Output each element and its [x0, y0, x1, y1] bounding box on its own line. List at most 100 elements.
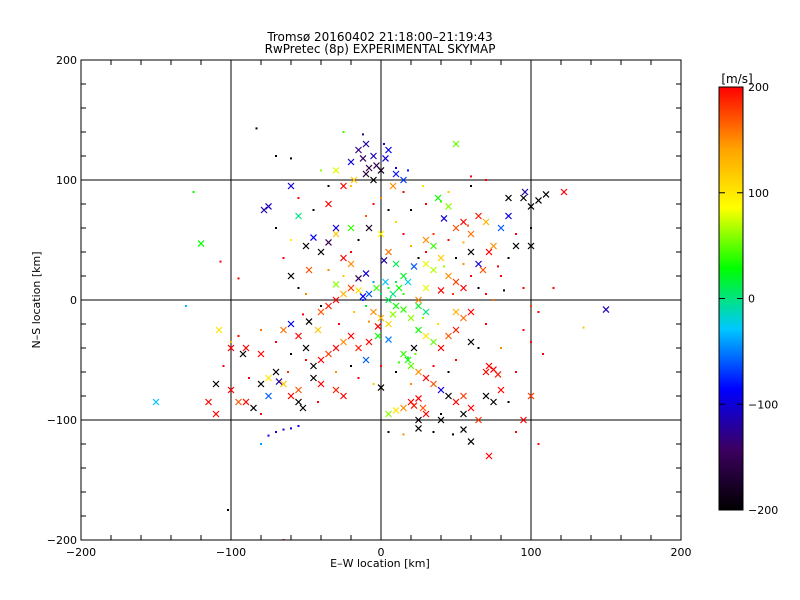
data-point-cross — [475, 416, 482, 424]
data-point-cross — [197, 240, 205, 248]
data-point-dot — [275, 341, 277, 343]
data-point-cross — [227, 344, 235, 352]
data-point-cross — [215, 326, 223, 334]
data-point-dot — [530, 341, 532, 343]
data-point-cross — [422, 410, 430, 418]
data-point-cross — [347, 260, 355, 268]
data-point-dot — [440, 200, 442, 203]
data-point-dot — [452, 433, 454, 436]
data-point-dot — [248, 377, 250, 379]
data-point-cross — [460, 426, 467, 434]
data-point-dot — [227, 509, 229, 511]
data-point-cross — [422, 236, 430, 244]
data-point-cross — [362, 140, 370, 148]
data-point-cross — [239, 350, 247, 358]
data-point-cross — [430, 242, 437, 250]
data-point-dot — [305, 293, 307, 295]
data-point-cross — [212, 380, 220, 388]
data-point-dot — [503, 289, 505, 292]
colorbar-unit-label: [m/s] — [721, 72, 752, 86]
data-point-cross — [347, 284, 355, 292]
data-point-cross — [374, 332, 382, 340]
data-point-dot — [380, 365, 382, 367]
data-point-dot — [425, 203, 427, 205]
data-point-cross — [452, 398, 460, 406]
data-point-dot — [515, 371, 517, 373]
data-point-dot — [440, 413, 442, 415]
data-point-dot — [350, 185, 352, 187]
data-point-cross — [355, 286, 362, 294]
data-point-dot — [582, 326, 585, 329]
data-point-dot — [432, 233, 435, 235]
data-point-dot — [507, 257, 510, 259]
data-point-dot — [432, 431, 435, 433]
data-point-cross — [415, 368, 422, 376]
data-point-dot — [522, 329, 525, 331]
data-point-cross — [485, 362, 493, 370]
data-point-cross — [452, 224, 460, 232]
data-point-cross — [242, 344, 250, 352]
data-point-cross — [373, 284, 380, 292]
chart-title: Tromsø 20160402 21:18:00–21:19:43 — [266, 30, 492, 44]
data-point-dot — [552, 287, 555, 289]
data-point-cross — [400, 306, 407, 314]
data-point-cross — [362, 356, 370, 364]
data-point-cross — [437, 286, 445, 294]
data-point-dot — [342, 131, 345, 133]
data-point-dot — [372, 281, 375, 283]
data-point-cross — [287, 182, 295, 190]
data-point-cross — [287, 272, 295, 280]
data-point-dot — [327, 269, 330, 271]
data-point-cross — [542, 190, 550, 198]
data-point-cross — [467, 230, 475, 238]
axis-ticks — [80, 59, 682, 541]
data-point-dot — [437, 323, 439, 325]
colorbar-tick-label: 200 — [748, 81, 769, 94]
data-point-cross — [415, 326, 422, 334]
data-point-dot — [282, 257, 285, 259]
data-point-dot — [368, 320, 370, 323]
data-point-dot — [467, 224, 469, 227]
data-point-dot — [398, 361, 400, 364]
data-point-cross — [332, 386, 340, 394]
data-point-dot — [387, 209, 390, 211]
data-point-cross — [385, 146, 392, 154]
data-point-cross — [482, 218, 490, 226]
data-point-cross — [359, 292, 367, 300]
data-point-cross — [265, 392, 272, 400]
data-point-cross — [452, 326, 460, 334]
x-tick-label: 200 — [671, 546, 692, 559]
data-point-cross — [280, 326, 287, 334]
data-point-cross — [475, 212, 482, 220]
data-point-cross — [560, 188, 568, 196]
data-point-dot — [530, 227, 532, 229]
data-point-dot — [407, 169, 409, 172]
data-point-cross — [430, 380, 437, 388]
data-point-cross — [365, 164, 373, 172]
data-point-dot — [470, 275, 472, 277]
data-point-cross — [535, 196, 542, 204]
data-point-cross — [460, 314, 467, 322]
data-point-dot — [402, 293, 405, 295]
data-point-cross — [392, 170, 400, 178]
data-point-cross — [310, 234, 317, 242]
data-point-cross — [437, 254, 445, 262]
data-point-dot — [477, 287, 480, 289]
data-point-cross — [497, 386, 505, 394]
data-point-dot — [317, 401, 319, 403]
data-point-cross — [359, 154, 367, 162]
data-point-cross — [382, 278, 389, 286]
data-point-cross — [430, 338, 437, 346]
data-point-cross — [437, 416, 445, 424]
data-point-cross — [377, 384, 385, 392]
y-tick-label: −100 — [47, 414, 77, 427]
x-tick-label: −100 — [216, 546, 246, 559]
data-point-cross — [400, 176, 407, 184]
data-point-cross — [445, 202, 452, 210]
data-point-cross — [460, 410, 467, 418]
data-point-cross — [521, 188, 529, 196]
data-point-cross — [460, 218, 467, 226]
data-point-cross — [347, 332, 355, 340]
data-point-cross — [445, 392, 452, 400]
x-axis-label: E–W location [km] — [330, 557, 430, 570]
